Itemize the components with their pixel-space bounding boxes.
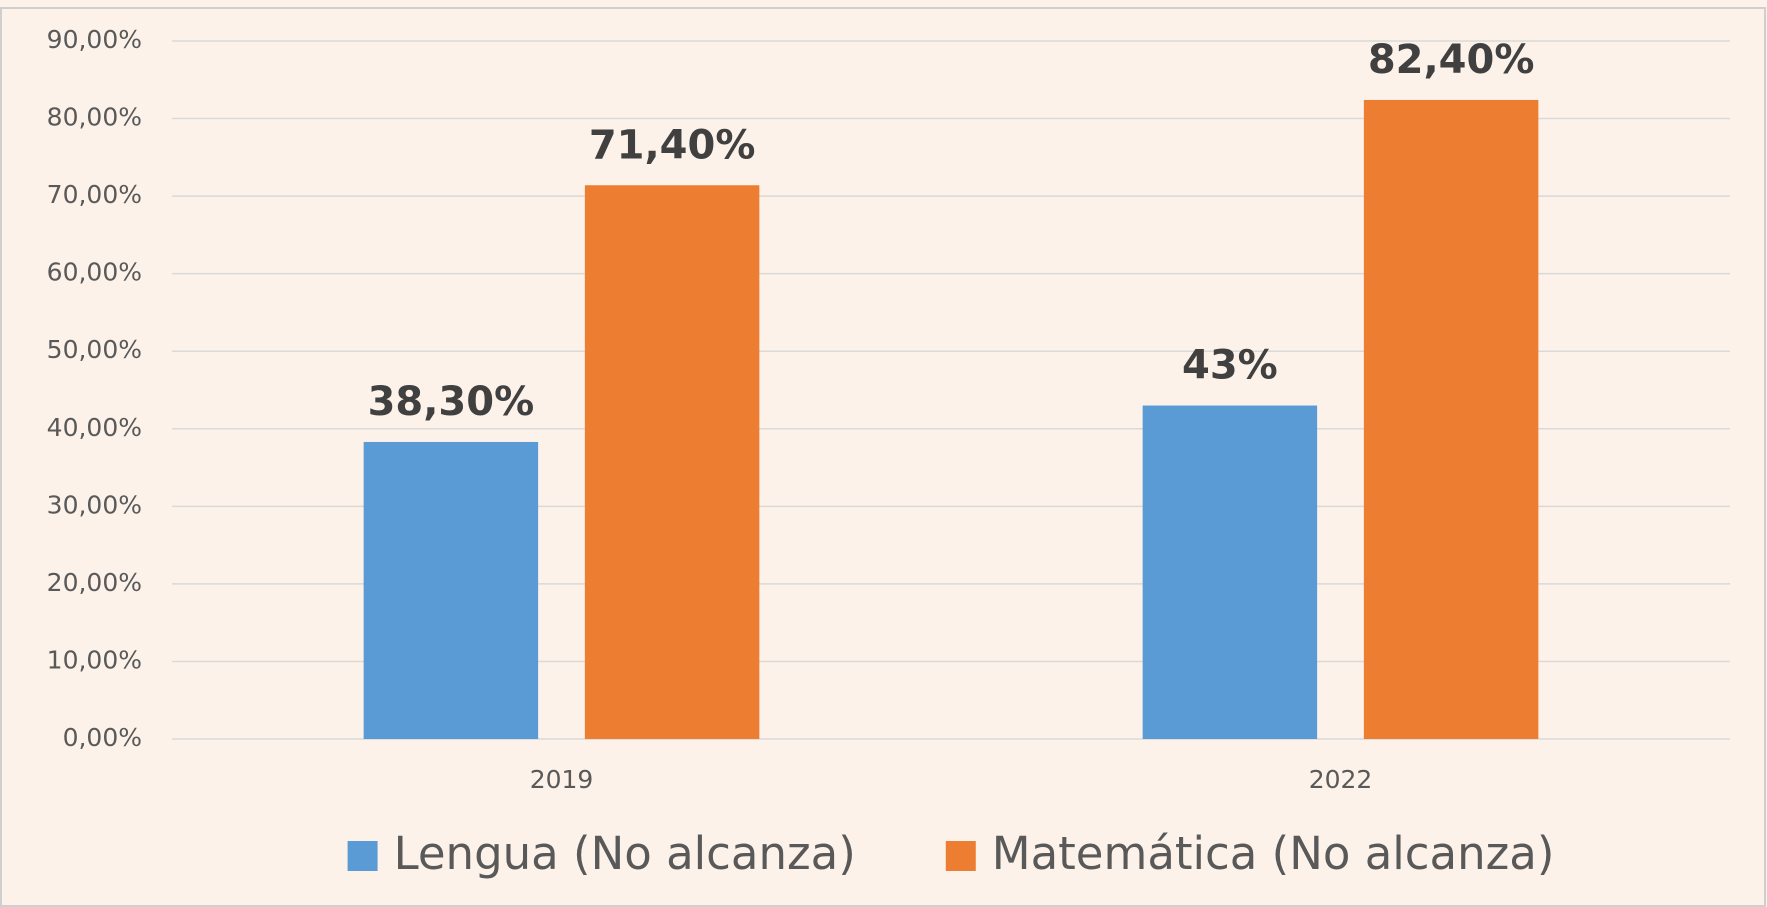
y-tick-label: 20,00% [47,568,142,597]
y-tick-label: 50,00% [47,335,142,364]
bar [363,441,539,739]
x-tick-label: 2019 [530,765,594,794]
legend-label: Matemática (No alcanza) [992,827,1555,880]
legend-swatch [347,841,378,871]
data-label: 71,40% [589,122,756,168]
y-tick-label: 60,00% [47,258,142,287]
y-tick-label: 70,00% [47,180,142,209]
y-tick-label: 80,00% [47,103,142,132]
y-tick-label: 0,00% [63,723,142,752]
data-label: 82,40% [1368,37,1535,83]
y-tick-label: 10,00% [47,645,142,674]
y-tick-label: 90,00% [47,25,142,54]
bar [584,185,760,740]
legend-label: Lengua (No alcanza) [394,827,856,880]
data-label: 43% [1182,343,1278,389]
x-tick-label: 2022 [1309,765,1373,794]
data-label: 38,30% [368,379,535,425]
y-tick-label: 30,00% [47,490,142,519]
bar [1142,405,1318,739]
y-tick-label: 40,00% [47,413,142,442]
bar [1363,99,1539,740]
legend-swatch [945,841,976,871]
